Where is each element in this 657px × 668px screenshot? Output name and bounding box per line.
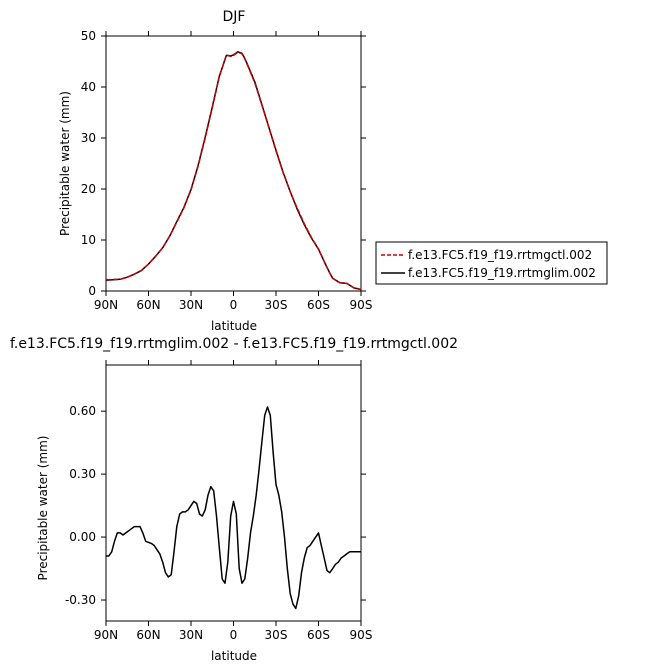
x-tick-label: 90N <box>94 628 118 642</box>
series-line <box>106 406 361 610</box>
x-tick-label: 30N <box>179 628 203 642</box>
y-tick-label: 50 <box>81 29 96 43</box>
y-tick-label: 30 <box>81 131 96 145</box>
x-tick-label: 90S <box>350 298 373 312</box>
x-tick-label: 30S <box>265 628 288 642</box>
series-line <box>105 51 362 291</box>
y-tick-label: 20 <box>81 182 96 196</box>
y-axis-label: Precipitable water (mm) <box>58 91 72 236</box>
x-tick-label: 60N <box>136 628 160 642</box>
y-tick-label: -0.30 <box>65 593 96 607</box>
y-axis-label: Precipitable water (mm) <box>36 436 50 581</box>
x-tick-label: 60N <box>136 298 160 312</box>
y-tick-label: 0 <box>88 284 96 298</box>
y-tick-label: 10 <box>81 233 96 247</box>
legend-label-ctl: f.e13.FC5.f19_f19.rrtmgctl.002 <box>408 248 592 262</box>
x-tick-label: 90S <box>350 628 373 642</box>
legend-label-lim: f.e13.FC5.f19_f19.rrtmglim.002 <box>408 266 596 280</box>
x-axis-label: latitude <box>211 649 257 663</box>
legend: f.e13.FC5.f19_f19.rrtmgctl.002 f.e13.FC5… <box>375 241 608 285</box>
y-tick-label: 40 <box>81 80 96 94</box>
plot-frame <box>105 35 362 292</box>
legend-box <box>375 241 608 285</box>
x-axis-label: latitude <box>211 319 257 333</box>
chart-title: f.e13.FC5.f19_f19.rrtmglim.002 - f.e13.F… <box>10 336 458 352</box>
y-tick-label: 0.60 <box>69 404 96 418</box>
x-tick-label: 0 <box>230 298 238 312</box>
x-tick-label: 60S <box>307 298 330 312</box>
x-tick-label: 0 <box>230 628 238 642</box>
y-tick-label: 0.00 <box>69 530 96 544</box>
y-tick-label: 0.30 <box>69 467 96 481</box>
x-tick-label: 90N <box>94 298 118 312</box>
x-tick-label: 60S <box>307 628 330 642</box>
x-tick-label: 30S <box>265 298 288 312</box>
series-line <box>105 51 362 291</box>
chart-title: DJF <box>223 9 246 25</box>
plot-frame <box>105 364 362 622</box>
x-tick-label: 30N <box>179 298 203 312</box>
